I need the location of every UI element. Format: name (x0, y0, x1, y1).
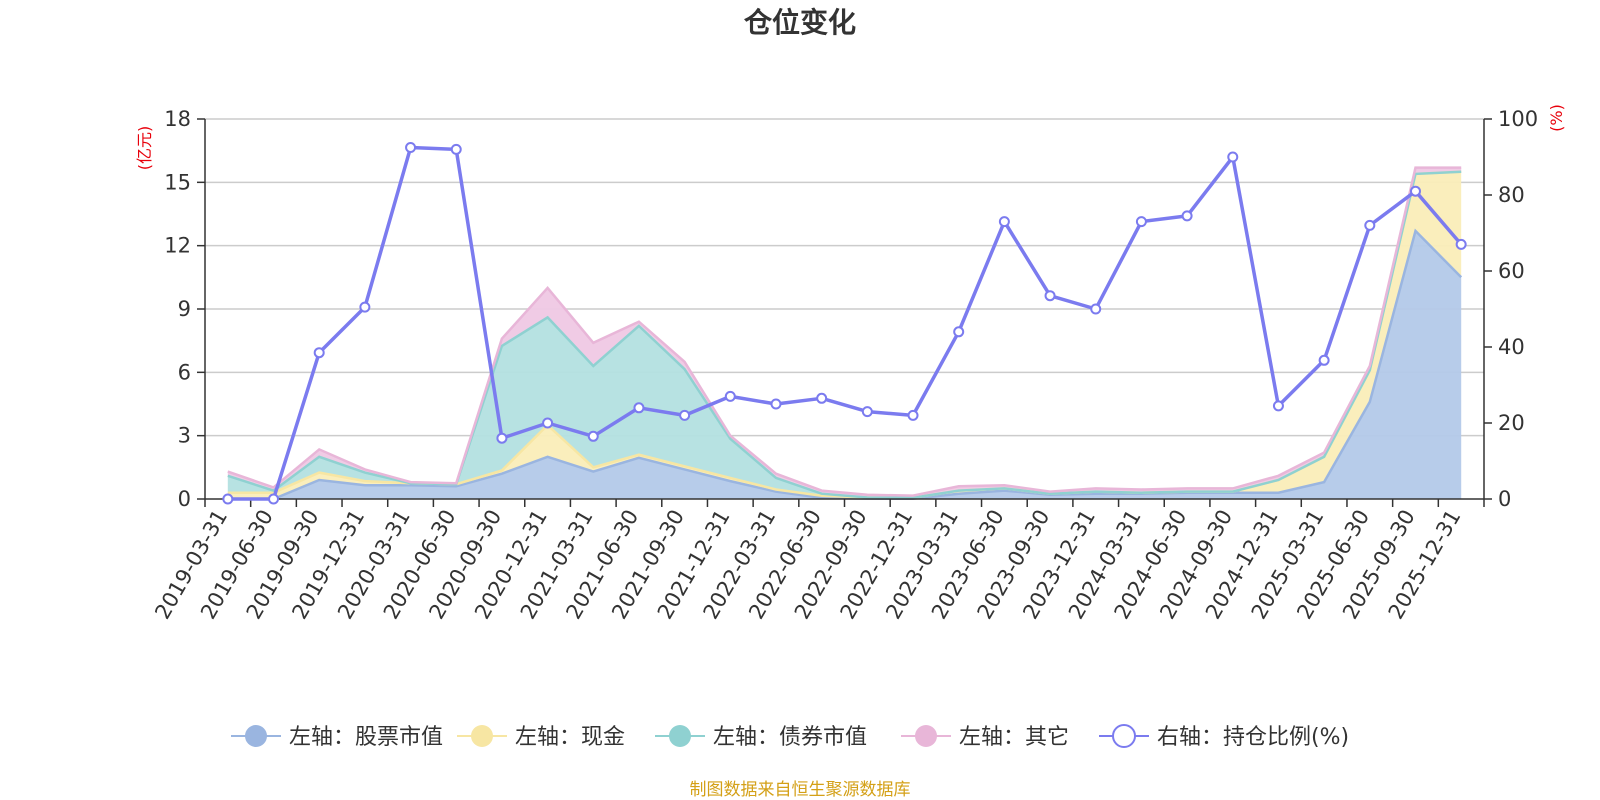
grid-lines (205, 118, 1484, 437)
left-tick-label-5: 15 (164, 170, 191, 194)
ratio-point-4 (405, 142, 417, 153)
ratio-point-23 (1272, 400, 1284, 412)
ratio-point-21 (1181, 210, 1193, 222)
legend-marker-1 (471, 725, 493, 747)
ratio-point-13 (816, 392, 828, 404)
legend-item-3: 左轴：其它 (901, 725, 1069, 750)
left-tick-label-3: 9 (178, 297, 191, 321)
right-axis-unit: (%) (1547, 104, 1566, 132)
chart-title: 仓位变化 (744, 6, 856, 39)
right-tick-label-2: 40 (1498, 335, 1525, 359)
ratio-point-9 (633, 402, 645, 414)
ratio-point-1 (268, 493, 280, 505)
left-tick-label-4: 12 (164, 234, 191, 258)
area-edge-1 (227, 170, 1462, 499)
left-tick-label-6: 18 (164, 107, 191, 131)
ratio-point-7 (542, 417, 554, 429)
legend-item-4: 右轴：持仓比例(%) (1099, 724, 1349, 750)
ratio-line-series (222, 142, 1467, 505)
ratio-point-16 (953, 326, 965, 338)
ratio-point-26 (1409, 185, 1421, 197)
right-tick-label-5: 100 (1498, 107, 1538, 131)
area-edge-3 (227, 166, 1462, 497)
data-source-note: 制图数据来自恒生聚源数据库 (690, 780, 911, 800)
ratio-point-22 (1227, 151, 1239, 163)
area-edge-2 (227, 170, 1462, 499)
legend-item-1: 左轴：现金 (457, 725, 625, 750)
ratio-line (227, 145, 1463, 501)
ratio-point-0 (222, 493, 234, 505)
legend-item-0: 左轴：股票市值 (231, 725, 443, 750)
area-series-1 (227, 171, 1462, 500)
legend-marker-2 (669, 725, 691, 747)
legend-label-3: 左轴：其它 (959, 725, 1069, 750)
right-tick-label-4: 80 (1498, 183, 1525, 207)
ratio-point-18 (1044, 290, 1056, 302)
legend-marker-3 (915, 725, 937, 747)
area-series-3 (227, 167, 1462, 498)
ratio-point-20 (1135, 216, 1147, 228)
legend-marker-4 (1112, 724, 1136, 748)
area-series-0 (227, 230, 1462, 499)
ratio-point-25 (1364, 219, 1376, 231)
ratio-point-6 (496, 432, 508, 444)
axes: 03691215180204060801002019-03-312019-06-… (150, 107, 1538, 623)
area-edge-0 (227, 228, 1463, 501)
left-axis-unit: (亿元) (135, 126, 154, 171)
ratio-point-8 (587, 430, 599, 442)
ratio-point-11 (724, 390, 736, 402)
ratio-point-12 (770, 398, 782, 410)
ratio-point-3 (359, 301, 371, 313)
ratio-point-17 (998, 216, 1010, 228)
ratio-point-14 (861, 406, 873, 418)
legend-item-2: 左轴：债券市值 (655, 725, 867, 750)
right-tick-label-1: 20 (1498, 411, 1525, 435)
ratio-point-19 (1090, 303, 1102, 315)
legend: 左轴：股票市值 左轴：现金 左轴：债券市值 左轴：其它 右轴：持仓比例(%) (231, 724, 1349, 750)
ratio-point-2 (313, 347, 325, 359)
left-tick-label-1: 3 (178, 424, 191, 448)
right-tick-label-3: 60 (1498, 259, 1525, 283)
right-tick-label-0: 0 (1498, 487, 1511, 511)
ratio-point-15 (907, 409, 919, 421)
ratio-point-27 (1455, 238, 1467, 250)
legend-label-0: 左轴：股票市值 (289, 725, 443, 750)
legend-label-1: 左轴：现金 (515, 725, 625, 750)
left-tick-label-0: 0 (178, 487, 191, 511)
ratio-point-5 (450, 143, 462, 155)
ratio-point-24 (1318, 354, 1330, 366)
ratio-point-10 (679, 409, 691, 421)
stacked-areas (227, 166, 1463, 501)
legend-label-2: 左轴：债券市值 (713, 725, 867, 750)
legend-marker-0 (245, 725, 267, 747)
area-series-2 (227, 171, 1462, 498)
left-tick-label-2: 6 (178, 360, 191, 384)
legend-label-4: 右轴：持仓比例(%) (1157, 725, 1349, 750)
